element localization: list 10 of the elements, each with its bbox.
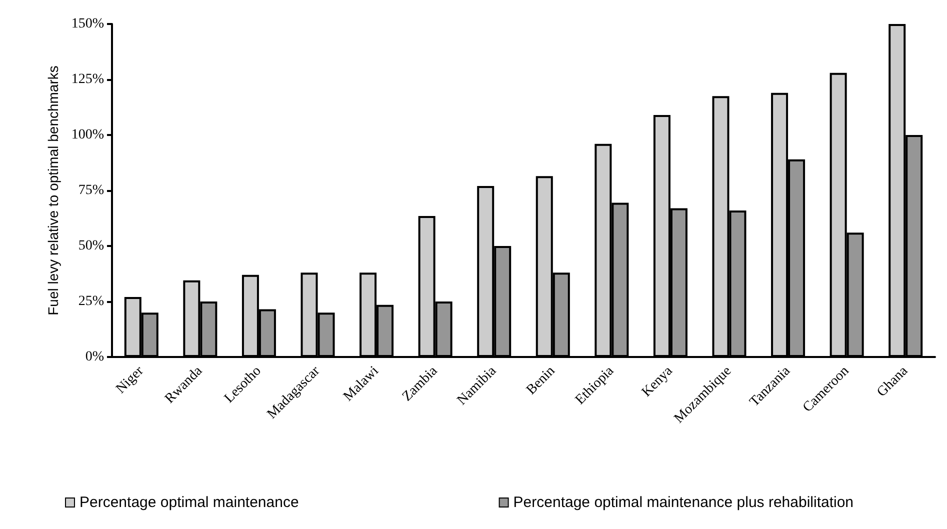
y-tick-label: 100% — [71, 128, 104, 142]
y-tick-label: 25% — [78, 294, 104, 309]
y-tick-label: 125% — [71, 72, 104, 87]
legend-label: Percentage optimal maintenance plus rehabilitation — [513, 494, 854, 511]
y-tick-label: 50% — [78, 238, 104, 254]
y-tick-label: 150% — [71, 16, 104, 32]
y-tick-label: 75% — [78, 183, 104, 198]
y-axis-title: Fuel levy relative to optimal benchmarks — [45, 66, 61, 316]
y-tick-label: 0% — [85, 350, 104, 364]
legend-label: Percentage optimal maintenance — [80, 494, 299, 511]
